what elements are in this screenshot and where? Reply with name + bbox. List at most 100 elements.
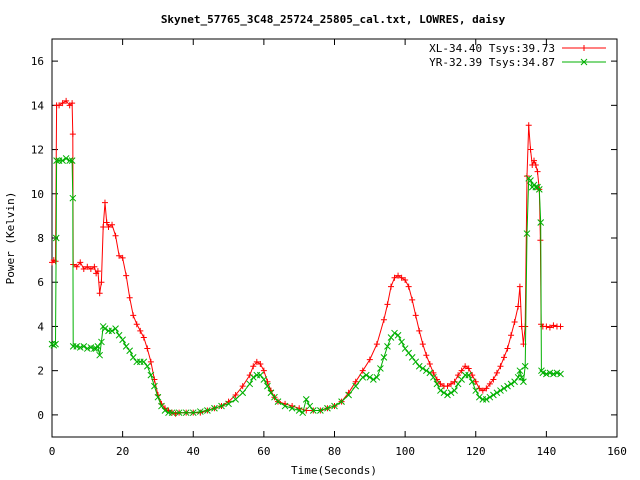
data-point [490,391,497,399]
data-point [359,367,366,374]
data-point [151,382,158,390]
axis-ticks: 0 20 40 60 80 100 120 140 160 0 2 4 6 8 10 12 14 16 [31,39,627,458]
data-point [260,376,268,383]
y-tick-label: 8 [37,232,44,245]
data-point [516,283,523,290]
data-point [59,157,66,164]
data-point [109,221,116,228]
data-point [486,393,494,401]
data-point [581,45,587,51]
data-point [338,398,345,405]
data-point [271,393,278,401]
data-point [527,177,534,184]
data-point [534,168,541,175]
data-point [246,372,253,379]
data-point [525,122,532,129]
x-axis-label: Time(Seconds) [291,464,377,477]
data-point [384,301,391,308]
data-point [116,252,123,259]
data-point [504,345,511,352]
data-point [433,380,441,388]
data-point [462,363,469,370]
data-point [281,402,289,410]
data-point [260,367,267,374]
data-point [225,400,232,408]
data-point [384,342,391,350]
data-point [391,274,398,281]
data-point [454,380,462,388]
data-point [388,283,394,290]
y-tick-label: 4 [37,320,44,333]
data-point [490,376,497,383]
data-point [84,263,91,270]
data-point [91,263,98,270]
data-point [130,312,137,319]
data-point [161,407,169,414]
data-point [523,230,531,237]
data-point [175,409,183,417]
data-point [412,358,420,366]
data-point [96,351,104,359]
data-point [274,398,282,405]
data-point [52,258,59,265]
data-point [94,342,102,350]
data-point [465,365,472,372]
data-point [483,385,490,392]
data-point [447,389,455,397]
data-point [218,402,225,410]
data-point [126,347,134,355]
data-point [451,387,458,394]
data-point [352,382,360,390]
data-point [377,365,384,372]
data-point [154,393,162,401]
data-point [405,283,412,290]
data-point [123,272,130,279]
series-1 [49,97,564,417]
data-point [352,378,359,385]
data-point [362,371,370,379]
y-tick-label: 0 [37,409,44,422]
data-point [52,340,59,348]
data-point [98,338,105,346]
data-point [182,409,190,417]
data-point [557,323,564,330]
data-point [140,334,147,341]
data-point [309,407,317,414]
data-point [444,391,451,399]
y-tick-label: 2 [37,365,44,378]
data-point [246,380,254,388]
data-point [253,358,260,365]
data-point [511,319,518,326]
data-point [87,265,94,272]
data-point [398,274,405,281]
legend-label: YR-32.39 Tsys:34.87 [429,56,555,69]
x-tick-label: 80 [328,445,341,458]
data-point [580,58,588,66]
data-point [444,383,451,390]
data-point [147,371,155,379]
data-point [103,219,110,226]
data-point [380,316,387,323]
data-point [426,369,434,377]
data-point [527,146,534,153]
data-point [531,157,538,164]
data-point [232,391,239,398]
data-point [419,365,427,372]
data-point [426,361,433,368]
data-point [119,254,126,261]
data-point [101,325,109,333]
data-point [63,97,70,104]
data-point [401,345,409,352]
data-point [52,234,60,242]
data-point [366,356,373,363]
data-point [550,322,557,329]
data-point [345,391,352,399]
data-point [295,407,303,414]
y-tick-label: 6 [37,276,44,289]
data-point [69,100,76,107]
data-point [468,378,476,386]
y-tick-label: 16 [31,55,44,68]
x-tick-label: 120 [466,445,486,458]
data-point [486,380,493,387]
data-point [409,296,416,303]
